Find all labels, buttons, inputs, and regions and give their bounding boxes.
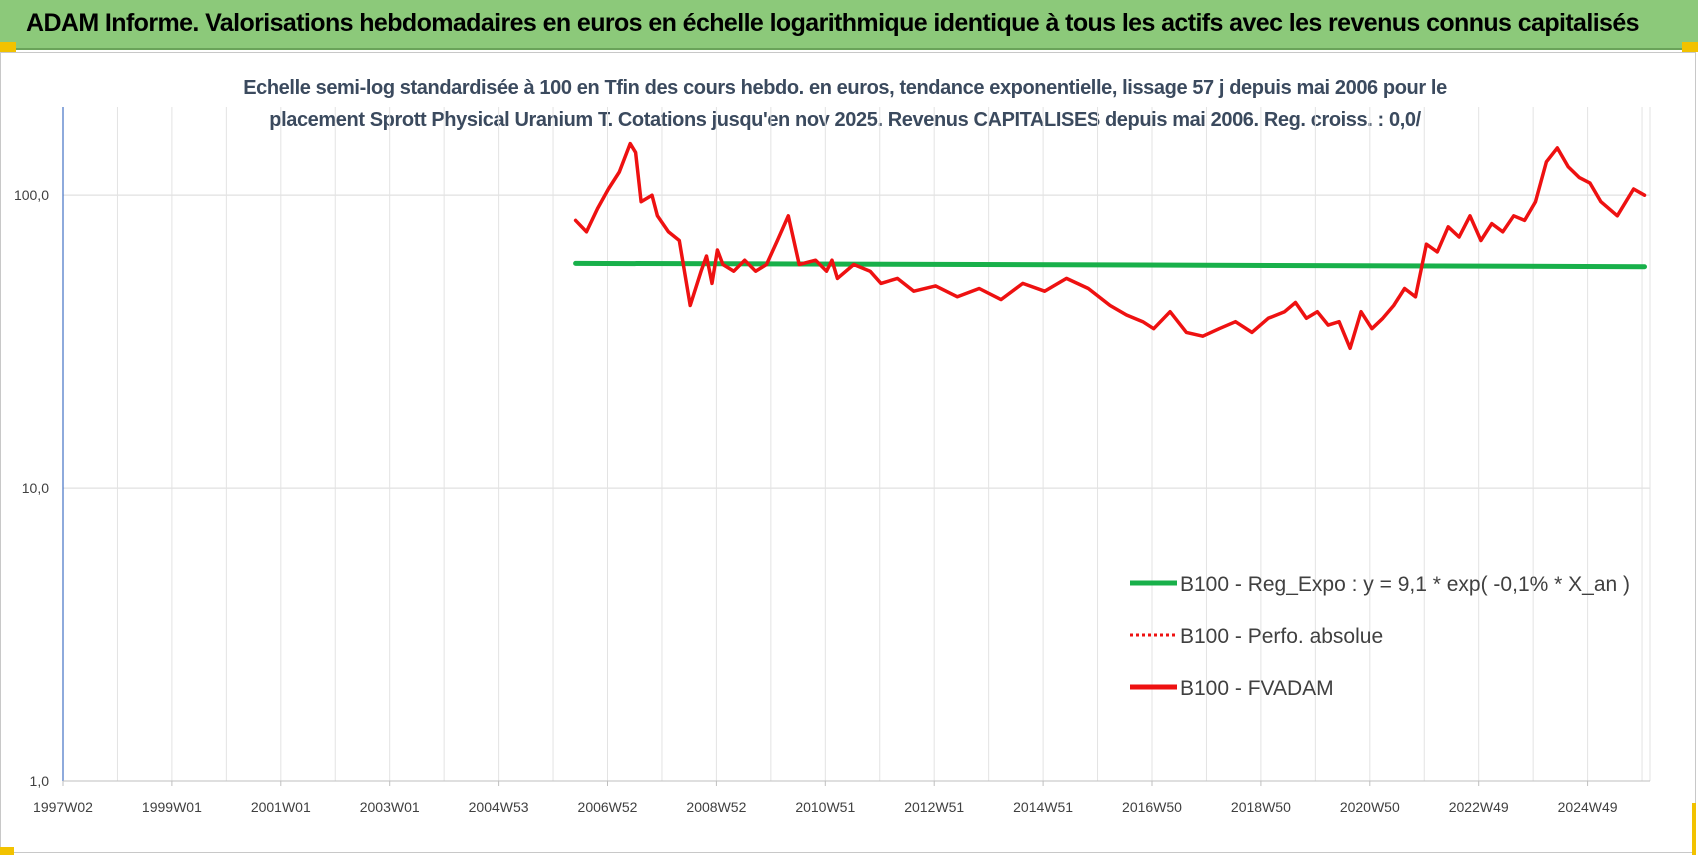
x-tick-label: 2004W53 bbox=[469, 799, 529, 815]
legend-label: B100 - FVADAM bbox=[1180, 677, 1334, 700]
x-tick-label: 2001W01 bbox=[251, 799, 311, 815]
x-tick-label: 2024W49 bbox=[1558, 799, 1618, 815]
title-banner: ADAM Informe. Valorisations hebdomadaire… bbox=[0, 0, 1698, 50]
y-tick-label: 100,0 bbox=[14, 187, 49, 203]
x-tick-label: 2016W50 bbox=[1122, 799, 1182, 815]
x-tick-label: 1999W01 bbox=[142, 799, 202, 815]
x-tick-label: 2022W49 bbox=[1449, 799, 1509, 815]
x-tick-label: 2012W51 bbox=[904, 799, 964, 815]
corner-marker-top-right bbox=[1682, 42, 1698, 52]
y-tick-label: 10,0 bbox=[22, 480, 49, 496]
series-line-0 bbox=[573, 260, 1647, 270]
corner-marker-bottom-left bbox=[0, 847, 14, 855]
x-tick-label: 2003W01 bbox=[360, 799, 420, 815]
x-tick-label: 1997W02 bbox=[33, 799, 93, 815]
x-tick-label: 2018W50 bbox=[1231, 799, 1291, 815]
x-tick-label: 2010W51 bbox=[795, 799, 855, 815]
series-line-2 bbox=[573, 141, 1647, 351]
legend-label: B100 - Perfo. absolue bbox=[1180, 625, 1383, 648]
page-title: ADAM Informe. Valorisations hebdomadaire… bbox=[26, 9, 1640, 37]
chart-subtitle-line-1: Echelle semi-log standardisée à 100 en T… bbox=[243, 77, 1447, 99]
chart-frame bbox=[0, 52, 1696, 853]
x-tick-label: 2014W51 bbox=[1013, 799, 1073, 815]
y-tick-label: 1,0 bbox=[30, 773, 50, 789]
x-tick-label: 2008W52 bbox=[686, 799, 746, 815]
x-tick-label: 2006W52 bbox=[578, 799, 638, 815]
corner-marker-top-left bbox=[0, 42, 16, 52]
x-tick-label: 2020W50 bbox=[1340, 799, 1400, 815]
chart-subtitle-line-2: placement Sprott Physical Uranium T. Cot… bbox=[269, 109, 1421, 131]
legend-label: B100 - Reg_Expo : y = 9,1 * exp( -0,1% *… bbox=[1180, 573, 1630, 596]
corner-marker-bottom-right bbox=[1692, 803, 1696, 855]
